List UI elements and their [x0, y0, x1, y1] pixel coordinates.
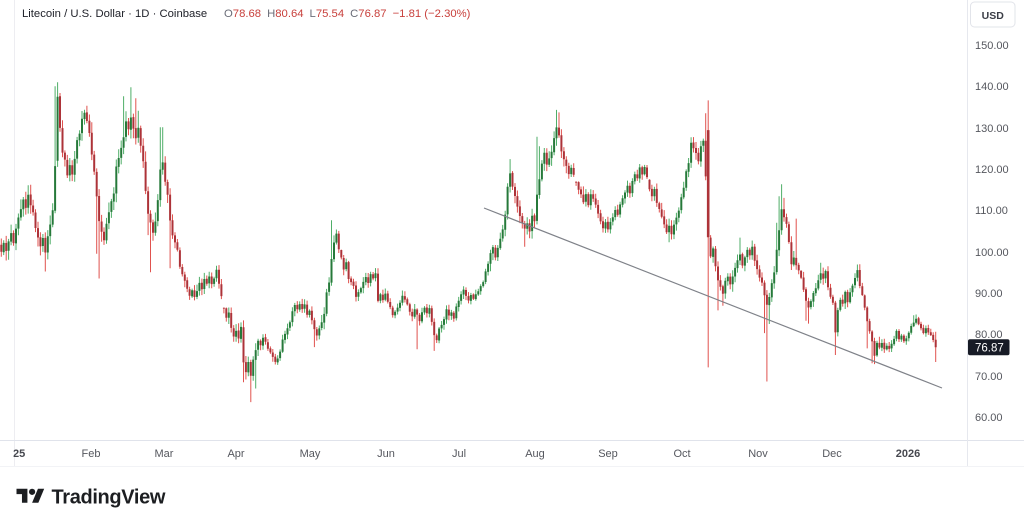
svg-text:Dec: Dec [822, 448, 842, 460]
svg-text:110.00: 110.00 [975, 205, 1008, 217]
svg-text:Feb: Feb [82, 448, 101, 460]
svg-text:100.00: 100.00 [975, 247, 1009, 259]
svg-text:80.00: 80.00 [975, 329, 1003, 341]
svg-text:90.00: 90.00 [975, 288, 1003, 300]
svg-text:Aug: Aug [525, 448, 545, 460]
svg-text:TradingView: TradingView [52, 487, 166, 509]
svg-text:140.00: 140.00 [975, 81, 1009, 93]
svg-text:Jul: Jul [452, 448, 466, 460]
svg-text:Mar: Mar [155, 448, 174, 460]
svg-text:150.00: 150.00 [975, 40, 1009, 52]
svg-text:60.00: 60.00 [975, 412, 1003, 424]
svg-text:Jun: Jun [377, 448, 395, 460]
svg-text:May: May [300, 448, 321, 460]
svg-text:Sep: Sep [598, 448, 618, 460]
svg-text:2026: 2026 [896, 448, 920, 460]
svg-text:120.00: 120.00 [975, 164, 1009, 176]
svg-text:Oct: Oct [673, 448, 690, 460]
svg-text:Litecoin / U.S. Dollar · 1D ·: Litecoin / U.S. Dollar · 1D · Coinbase [22, 8, 207, 20]
svg-text:70.00: 70.00 [975, 371, 1003, 383]
svg-text:USD: USD [982, 10, 1005, 22]
svg-text:130.00: 130.00 [975, 123, 1009, 135]
svg-text:Nov: Nov [748, 448, 768, 460]
svg-text:Apr: Apr [227, 448, 244, 460]
svg-text:76.87: 76.87 [975, 343, 1004, 355]
